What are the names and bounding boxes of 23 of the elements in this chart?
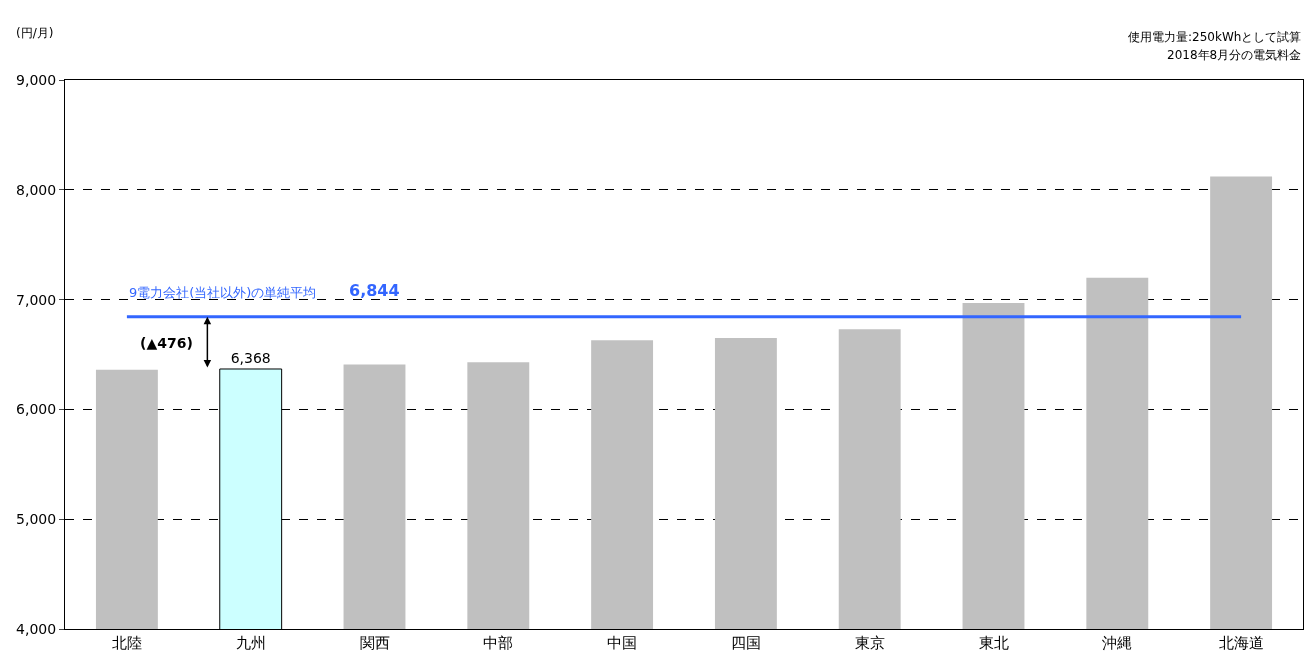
data-label: 6,368 — [230, 349, 271, 366]
y-tick-label: 4,000 — [16, 620, 57, 637]
x-tick-label: 北陸 — [111, 634, 142, 652]
x-tick-label: 東京 — [854, 634, 885, 652]
y-tick-label: 5,000 — [16, 511, 57, 528]
text: 2018年8月分の電気料金 — [1167, 48, 1302, 62]
y-tick-label: 6,000 — [16, 401, 57, 418]
x-tick-label: 関西 — [359, 634, 390, 652]
ref-line-label: 9電力会社(当社以外)の単純平均 — [129, 285, 317, 300]
y-tick-label: 9,000 — [16, 71, 57, 88]
x-tick-label: 中部 — [483, 634, 514, 652]
y-tick-label: 8,000 — [16, 181, 57, 198]
y-tick-label: 7,000 — [16, 291, 57, 308]
x-tick-label: 北海道 — [1218, 634, 1264, 652]
x-tick-label: 沖縄 — [1102, 634, 1133, 652]
y-axis-title: (円/月) — [16, 26, 54, 40]
x-tick-label: 九州 — [235, 634, 266, 652]
x-tick-label: 東北 — [978, 634, 1009, 652]
x-tick-label: 中国 — [607, 634, 638, 652]
annotation: (▲476) — [140, 335, 193, 351]
text: 使用電力量:250kWhとして試算 — [1128, 30, 1302, 44]
x-tick-label: 四国 — [730, 634, 761, 652]
annotation: 6,844 — [349, 281, 400, 300]
